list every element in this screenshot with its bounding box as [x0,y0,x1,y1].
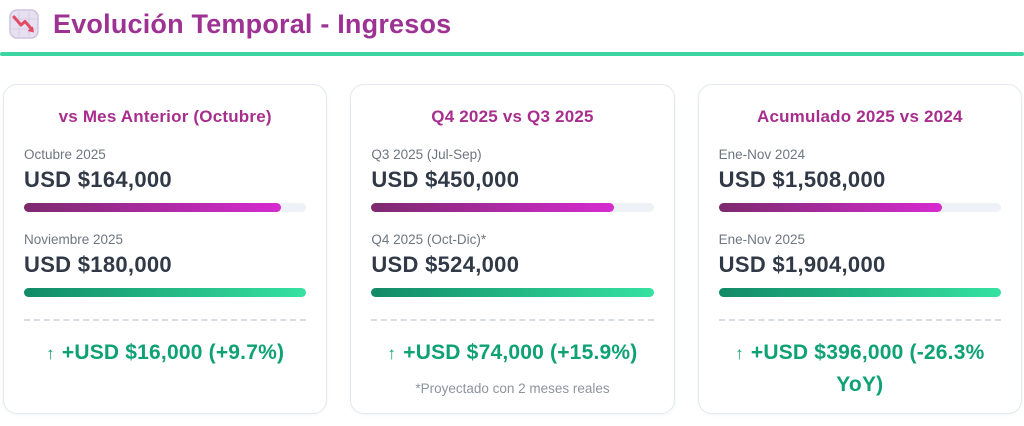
dashed-divider [718,319,1001,321]
metric-current: Q4 2025 (Oct-Dic)* USD $524,000 [371,232,654,297]
metric-current: Noviembre 2025 USD $180,000 [24,232,307,297]
cards-row: vs Mes Anterior (Octubre) Octubre 2025 U… [0,56,1024,426]
card-q4-vs-q3: Q4 2025 vs Q3 2025 Q3 2025 (Jul-Sep) USD… [350,84,675,414]
progress-fill-green [24,288,307,297]
metric-label: Q4 2025 (Oct-Dic)* [371,232,487,247]
progress-track [24,288,307,297]
progress-fill-green [718,288,1001,297]
metric-previous: Q3 2025 (Jul-Sep) USD $450,000 [371,147,654,212]
page-title: Evolución Temporal - Ingresos [53,8,452,39]
header: Evolución Temporal - Ingresos [0,0,1024,52]
progress-track [718,288,1001,297]
metric-value: USD $164,000 [24,167,172,192]
progress-track [24,203,307,212]
metric-value: USD $1,904,000 [718,252,886,277]
header-divider [0,52,1024,56]
metric-value: USD $180,000 [24,252,172,277]
metric-value: USD $1,508,000 [718,167,886,192]
card-title: Q4 2025 vs Q3 2025 [431,107,594,126]
metric-value: USD $450,000 [371,167,520,192]
progress-fill-green [371,288,654,297]
card-acumulado: Acumulado 2025 vs 2024 Ene-Nov 2024 USD … [697,84,1022,414]
metric-previous: Octubre 2025 USD $164,000 [24,147,307,212]
delta-value: +USD $396,000 (-26.3% YoY) [750,341,985,396]
chart-decreasing-icon [8,8,40,40]
card-footnote: *Proyectado con 2 meses reales [415,380,610,396]
card-title: vs Mes Anterior (Octubre) [58,107,272,126]
progress-track [371,288,654,297]
metric-label: Ene-Nov 2024 [718,147,805,162]
delta-value: +USD $74,000 (+15.9%) [403,341,638,364]
metric-previous: Ene-Nov 2024 USD $1,508,000 [718,147,1001,212]
up-arrow-icon: ↑ [735,344,744,363]
up-arrow-icon: ↑ [46,344,55,363]
progress-track [371,203,654,212]
progress-track [718,203,1001,212]
progress-fill-pink [371,203,614,212]
metric-label: Ene-Nov 2025 [718,232,805,247]
progress-fill-pink [24,203,282,212]
metric-label: Q3 2025 (Jul-Sep) [371,147,482,162]
dashed-divider [371,319,654,321]
metric-value: USD $524,000 [371,252,520,277]
delta-text: ↑ +USD $74,000 (+15.9%) [371,337,653,369]
metric-label: Octubre 2025 [24,147,106,162]
metric-current: Ene-Nov 2025 USD $1,904,000 [718,232,1001,297]
card-title: Acumulado 2025 vs 2024 [756,107,963,126]
delta-text: ↑ +USD $16,000 (+9.7%) [24,337,306,369]
metric-label: Noviembre 2025 [24,232,124,247]
delta-text: ↑ +USD $396,000 (-26.3% YoY) [719,337,1001,400]
card-vs-mes-anterior: vs Mes Anterior (Octubre) Octubre 2025 U… [3,84,328,414]
dashed-divider [24,319,307,321]
up-arrow-icon: ↑ [387,344,397,363]
progress-fill-pink [718,203,943,212]
delta-value: +USD $16,000 (+9.7%) [61,341,285,364]
